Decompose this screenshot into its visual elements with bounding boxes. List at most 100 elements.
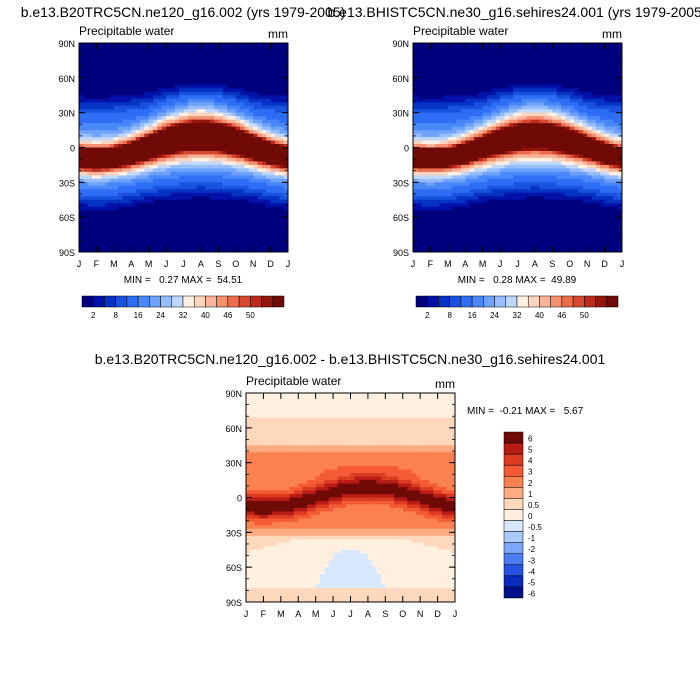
field-cell [96, 182, 102, 187]
field-cell [539, 112, 545, 117]
field-cell [604, 178, 610, 183]
field-cell [113, 150, 119, 156]
field-cell [578, 109, 584, 114]
field-cell [213, 119, 219, 124]
field-cell [118, 144, 124, 149]
field-cell [253, 60, 259, 65]
field-cell [561, 154, 566, 159]
field-cell [87, 164, 93, 169]
field-cell [83, 189, 89, 194]
field-cell [482, 157, 488, 163]
field-cell [478, 84, 484, 89]
field-cell [209, 49, 215, 55]
field-cell [283, 245, 288, 250]
field-cell [426, 84, 432, 89]
field-cell [200, 109, 206, 114]
field-cell [244, 210, 250, 215]
field-cell [131, 81, 137, 86]
field-cell [148, 112, 154, 117]
field-cell [200, 213, 206, 218]
field-cell [244, 196, 250, 201]
field-cell [187, 171, 193, 176]
field-cell [569, 144, 575, 149]
field-cell [582, 119, 588, 124]
field-cell [604, 182, 610, 187]
field-cell [161, 56, 167, 62]
field-cell [504, 157, 510, 163]
field-cell [487, 63, 492, 68]
field-cell [131, 192, 137, 197]
field-cell [170, 150, 176, 156]
field-cell [109, 112, 115, 117]
field-cell [443, 67, 449, 72]
field-cell [248, 192, 254, 197]
field-cell [600, 116, 606, 121]
field-cell [248, 105, 254, 110]
field-cell [79, 77, 84, 82]
field-cell [79, 196, 84, 201]
field-cell [443, 175, 449, 180]
field-cell [495, 130, 501, 135]
field-cell [443, 178, 449, 183]
field-cell [547, 133, 553, 138]
field-cell [534, 105, 540, 110]
field-cell [144, 241, 150, 246]
field-cell [430, 70, 436, 75]
field-cell [421, 133, 427, 138]
field-cell [157, 130, 163, 135]
field-cell [174, 130, 180, 135]
field-cell [96, 147, 102, 152]
field-cell [144, 102, 150, 107]
field-cell [500, 60, 506, 65]
field-cell [157, 109, 163, 114]
field-cell [274, 206, 280, 211]
field-cell [556, 157, 562, 163]
field-cell [565, 130, 571, 135]
field-cell [205, 144, 211, 149]
field-cell [513, 133, 519, 138]
field-cell [187, 112, 193, 117]
field-cell [83, 199, 89, 204]
field-cell [617, 60, 622, 65]
field-cell [539, 91, 545, 96]
field-cell [417, 95, 423, 100]
field-cell [574, 126, 580, 131]
field-cell [205, 74, 211, 79]
field-cell [166, 102, 172, 107]
field-cell [222, 77, 228, 82]
field-cell [491, 157, 497, 163]
field-cell [244, 43, 250, 48]
field-cell [83, 133, 89, 138]
field-cell [209, 189, 215, 194]
field-cell [600, 150, 606, 156]
field-cell [166, 56, 172, 62]
field-cell [543, 88, 549, 93]
field-cell [274, 192, 280, 197]
field-cell [148, 105, 154, 110]
field-cell [552, 112, 558, 117]
field-cell [439, 126, 445, 131]
field-cell [561, 60, 566, 65]
field-cell [166, 74, 172, 79]
field-cell [617, 147, 622, 152]
field-cell [87, 192, 93, 197]
field-cell [96, 199, 102, 204]
field-cell [153, 231, 158, 236]
field-cell [565, 150, 571, 156]
field-cell [257, 137, 263, 142]
field-cell [240, 67, 246, 72]
field-cell [131, 206, 137, 211]
field-cell [174, 171, 180, 176]
field-cell [92, 171, 98, 176]
field-cell [274, 46, 280, 51]
field-cell [240, 144, 246, 149]
field-cell [521, 144, 527, 149]
field-cell [209, 245, 215, 250]
field-cell [274, 95, 280, 100]
field-cell [465, 130, 471, 135]
field-cell [504, 67, 510, 72]
field-cell [126, 203, 132, 208]
field-cell [504, 178, 510, 183]
field-cell [274, 224, 280, 229]
field-cell [240, 154, 246, 159]
